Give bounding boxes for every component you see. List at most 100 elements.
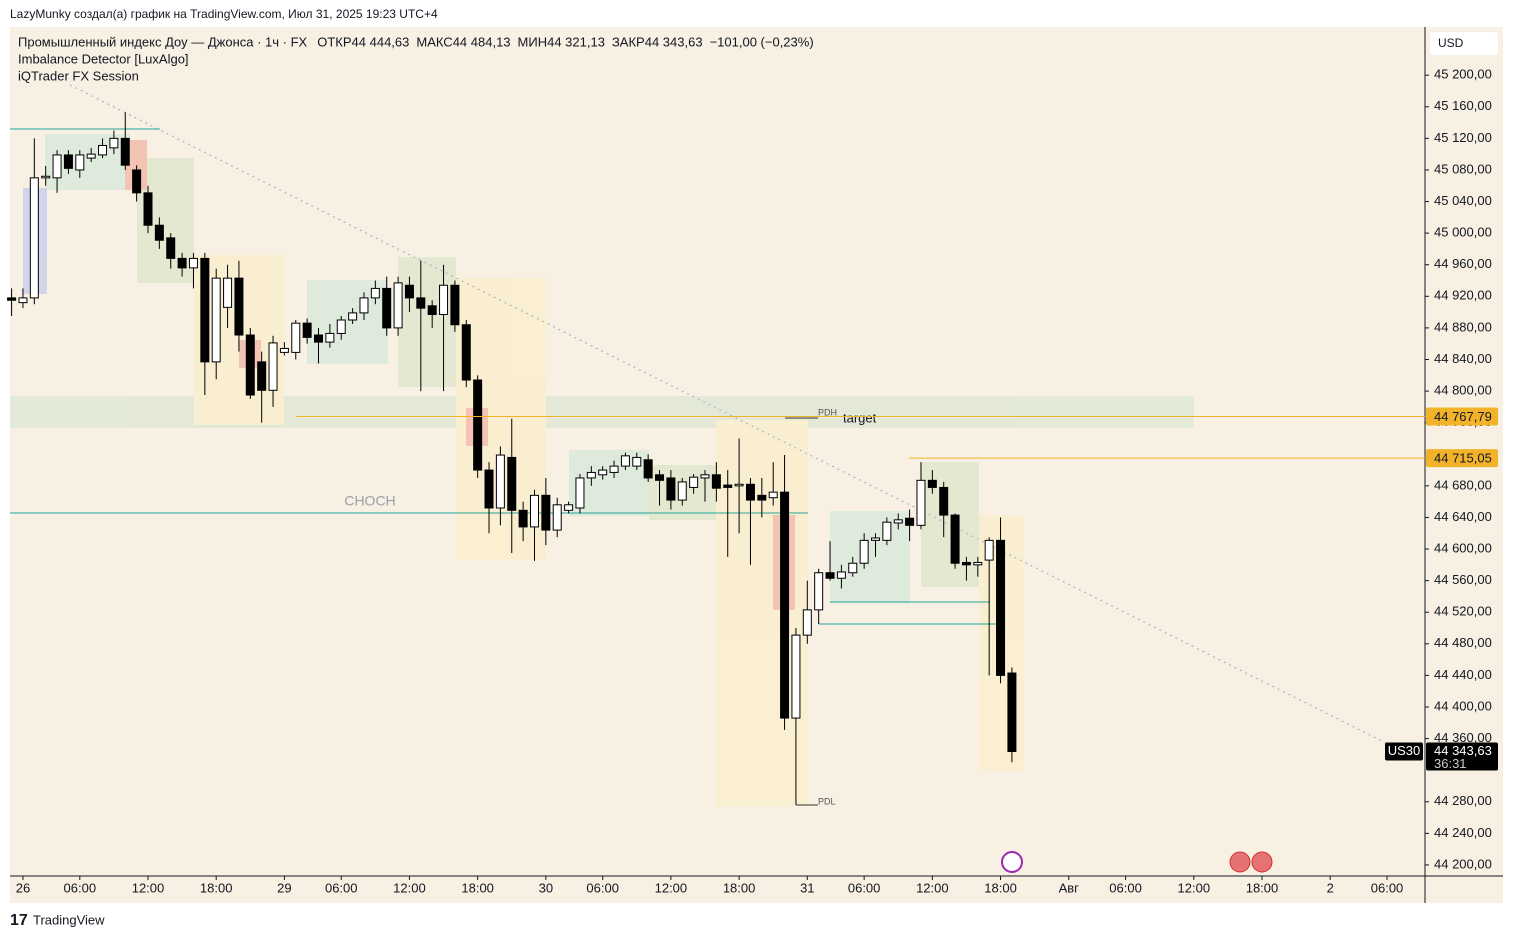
candle-body (450, 284, 460, 326)
ohlc-item: 44 484,13 (453, 34, 511, 49)
last-price-bg (1426, 742, 1498, 771)
candle-body (961, 561, 971, 566)
candle-body (1007, 672, 1017, 753)
candle-body (939, 486, 949, 516)
y-tick-label: 45 200,00 (1434, 67, 1492, 82)
y-tick-label: 45 120,00 (1434, 130, 1492, 145)
symbol: US30 (1388, 743, 1421, 758)
plot (7, 112, 1017, 805)
ohlc-item: 44 321,13 (547, 34, 605, 49)
y-tick-label: 45 000,00 (1434, 225, 1492, 240)
ohlc-item: МИН (518, 34, 548, 49)
candle-body (166, 237, 176, 259)
candle-body (745, 483, 755, 501)
candle-body (780, 491, 790, 719)
candle-body (575, 477, 585, 509)
ohlc-item: 44 444,63 (352, 34, 410, 49)
currency-box[interactable] (1430, 32, 1498, 55)
currency[interactable]: USD (1438, 36, 1464, 50)
x-tick-label: 18:00 (984, 880, 1017, 895)
candle-body (882, 521, 892, 541)
x-tick-label: 06:00 (325, 880, 358, 895)
x-tick-label: 18:00 (723, 880, 756, 895)
zone (398, 257, 456, 387)
candle-body (109, 137, 119, 149)
candle-body (620, 455, 630, 467)
candle-body (348, 312, 358, 321)
candle-body (41, 175, 51, 179)
candle-body (507, 456, 517, 511)
zone (125, 140, 147, 190)
candle-body (382, 287, 392, 329)
brand: TradingView (33, 912, 105, 927)
pdl-label: PDL (818, 796, 836, 806)
candle-body (200, 257, 210, 363)
author-line: LazyMunky создал(а) график на TradingVie… (10, 7, 438, 21)
target-label: target (843, 410, 877, 425)
candle-body (586, 471, 596, 479)
pdh-label: PDH (818, 407, 837, 417)
x-tick-label: 12:00 (393, 880, 426, 895)
x-tick-label: 18:00 (1246, 880, 1279, 895)
candle-body (757, 494, 767, 501)
x-tick-label: 12:00 (132, 880, 165, 895)
x-tick-label: 29 (277, 880, 291, 895)
candle-body (268, 342, 278, 391)
y-tick-label: 44 640,00 (1434, 509, 1492, 524)
event-icon[interactable] (1251, 851, 1273, 873)
candle-body (950, 514, 960, 564)
x-tick-label: 31 (800, 880, 814, 895)
ohlc-item: ЗАКР (612, 34, 645, 49)
candle-body (598, 469, 608, 476)
candle-body (825, 572, 835, 579)
event-icon[interactable] (1229, 851, 1251, 873)
candle-body (234, 277, 244, 336)
x-tick-label: 06:00 (64, 880, 97, 895)
candle-body (461, 324, 471, 381)
zone (10, 396, 1194, 428)
ohlc-item: 44 343,63 (645, 34, 703, 49)
candle-body (836, 571, 846, 579)
candle-body (98, 144, 108, 156)
price-label: 44 767,79 (1434, 409, 1492, 424)
candle-body (609, 465, 619, 473)
x-tick-label: 30 (539, 880, 553, 895)
x-tick-label: Авг (1059, 880, 1080, 895)
last-price-label: 44 343,63 (1434, 743, 1492, 758)
candle-body (223, 277, 233, 308)
candle-body (916, 479, 926, 526)
y-tick-label: 45 080,00 (1434, 161, 1492, 176)
event-icon[interactable] (1001, 851, 1023, 873)
candle-body (370, 287, 380, 299)
candle-body (18, 297, 28, 304)
candle-body (257, 361, 267, 391)
candle-body (336, 319, 346, 334)
candle-body (666, 477, 676, 501)
x-tick-label: 06:00 (586, 880, 619, 895)
legend-title: Промышленный индекс Доу — Джонса · 1ч · … (18, 34, 308, 49)
y-tick-label: 44 360,00 (1434, 730, 1492, 745)
zone (830, 511, 910, 603)
candle-body (245, 334, 255, 396)
candle-body (359, 297, 369, 314)
candle-body (427, 305, 437, 315)
candle-body (996, 539, 1006, 676)
x-tick-label: 26 (16, 880, 30, 895)
candle-body (416, 297, 426, 309)
candle-body (211, 277, 221, 363)
y-tick-label: 44 560,00 (1434, 572, 1492, 587)
y-tick-label: 44 480,00 (1434, 635, 1492, 650)
y-tick-label: 44 880,00 (1434, 319, 1492, 334)
candle-body (893, 519, 903, 524)
y-tick-label: 44 400,00 (1434, 698, 1492, 713)
candle-body (689, 476, 699, 488)
candle-body (734, 483, 744, 487)
candle-body (541, 494, 551, 531)
y-tick-label: 44 800,00 (1434, 383, 1492, 398)
price-label: 44 715,05 (1434, 451, 1492, 466)
x-tick-label: 18:00 (461, 880, 494, 895)
candle-body (29, 177, 39, 299)
candle-body (86, 153, 96, 159)
candle-body (132, 169, 142, 194)
y-tick-label: 44 600,00 (1434, 540, 1492, 555)
